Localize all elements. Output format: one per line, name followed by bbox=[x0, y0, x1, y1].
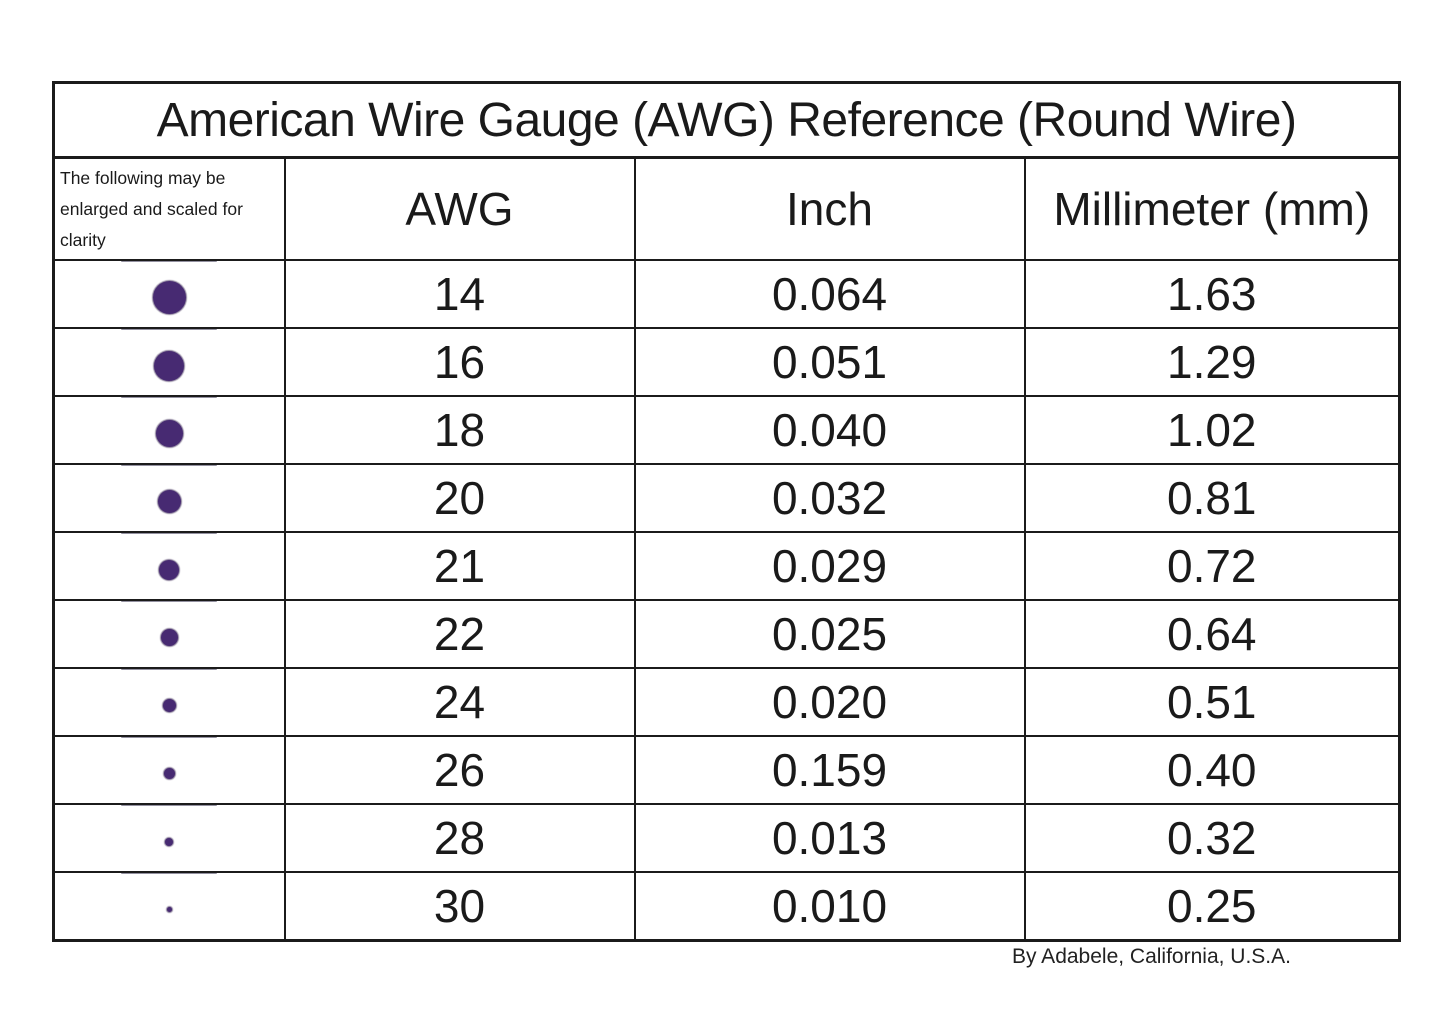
awg-value: 22 bbox=[283, 599, 636, 669]
inch-value: 0.064 bbox=[633, 259, 1026, 329]
awg-value: 24 bbox=[283, 667, 636, 737]
awg-value: 20 bbox=[283, 463, 636, 533]
mm-value: 0.32 bbox=[1023, 803, 1402, 873]
table-row: 14 0.064 1.63 bbox=[52, 259, 1402, 329]
awg-value: 30 bbox=[283, 871, 636, 942]
inch-value: 0.032 bbox=[633, 463, 1026, 533]
wire-dot-cell bbox=[52, 667, 286, 737]
table-row: 24 0.020 0.51 bbox=[52, 667, 1402, 737]
inch-value: 0.040 bbox=[633, 395, 1026, 465]
wire-dot-cell bbox=[52, 395, 286, 465]
wire-dot-cell bbox=[52, 259, 286, 329]
awg-value: 21 bbox=[283, 531, 636, 601]
table-row: 16 0.051 1.29 bbox=[52, 327, 1402, 397]
wire-dot-cell bbox=[52, 531, 286, 601]
wire-dot bbox=[154, 350, 185, 381]
row-separator-highlight bbox=[121, 804, 217, 806]
awg-value: 28 bbox=[283, 803, 636, 873]
wire-dot bbox=[157, 490, 181, 514]
wire-dot bbox=[162, 699, 176, 713]
inch-value: 0.025 bbox=[633, 599, 1026, 669]
title-row: American Wire Gauge (AWG) Reference (Rou… bbox=[51, 81, 1402, 159]
row-separator-highlight bbox=[121, 396, 217, 398]
wire-dot-cell bbox=[52, 803, 286, 873]
column-header-inch: Inch bbox=[633, 156, 1026, 261]
mm-value: 0.64 bbox=[1023, 599, 1402, 669]
column-header-awg: AWG bbox=[283, 156, 636, 261]
credit-line: By Adabele, California, U.S.A. bbox=[1012, 945, 1291, 968]
page-title: American Wire Gauge (AWG) Reference (Rou… bbox=[51, 81, 1402, 159]
wire-dot-cell bbox=[52, 735, 286, 805]
row-separator-highlight bbox=[121, 532, 217, 534]
header-row: The following may be enlarged and scaled… bbox=[52, 156, 1402, 261]
table-row: 30 0.010 0.25 bbox=[52, 871, 1402, 942]
wire-dot-cell bbox=[52, 871, 286, 942]
inch-value: 0.051 bbox=[633, 327, 1026, 397]
inch-value: 0.029 bbox=[633, 531, 1026, 601]
wire-dot bbox=[160, 629, 178, 647]
mm-value: 1.29 bbox=[1023, 327, 1402, 397]
table-row: 22 0.025 0.64 bbox=[52, 599, 1402, 669]
row-separator-highlight bbox=[121, 736, 217, 738]
table-row: 20 0.032 0.81 bbox=[52, 463, 1402, 533]
note-cell: The following may be enlarged and scaled… bbox=[52, 156, 286, 261]
wire-dot bbox=[163, 768, 175, 780]
table-row: 26 0.159 0.40 bbox=[52, 735, 1402, 805]
wire-dot bbox=[159, 559, 180, 580]
inch-value: 0.010 bbox=[633, 871, 1026, 942]
mm-value: 0.51 bbox=[1023, 667, 1402, 737]
mm-value: 1.63 bbox=[1023, 259, 1402, 329]
row-separator-highlight bbox=[121, 328, 217, 330]
table-row: 21 0.029 0.72 bbox=[52, 531, 1402, 601]
wire-dot bbox=[152, 281, 186, 315]
mm-value: 1.02 bbox=[1023, 395, 1402, 465]
wire-dot-cell bbox=[52, 599, 286, 669]
awg-value: 26 bbox=[283, 735, 636, 805]
wire-dot bbox=[155, 420, 183, 448]
awg-reference-table: American Wire Gauge (AWG) Reference (Rou… bbox=[51, 81, 1402, 942]
wire-dot bbox=[166, 907, 172, 913]
wire-dot-cell bbox=[52, 327, 286, 397]
inch-value: 0.159 bbox=[633, 735, 1026, 805]
awg-value: 18 bbox=[283, 395, 636, 465]
row-separator-highlight bbox=[121, 668, 217, 670]
mm-value: 0.40 bbox=[1023, 735, 1402, 805]
wire-dot bbox=[165, 837, 174, 846]
wire-dot-cell bbox=[52, 463, 286, 533]
inch-value: 0.020 bbox=[633, 667, 1026, 737]
column-header-mm: Millimeter (mm) bbox=[1023, 156, 1402, 261]
mm-value: 0.81 bbox=[1023, 463, 1402, 533]
table-row: 28 0.013 0.32 bbox=[52, 803, 1402, 873]
inch-value: 0.013 bbox=[633, 803, 1026, 873]
table-row: 18 0.040 1.02 bbox=[52, 395, 1402, 465]
awg-value: 16 bbox=[283, 327, 636, 397]
row-separator-highlight bbox=[121, 873, 218, 874]
row-separator-highlight bbox=[121, 464, 217, 466]
row-separator-highlight bbox=[121, 600, 217, 602]
row-separator-highlight bbox=[121, 260, 217, 262]
awg-value: 14 bbox=[283, 259, 636, 329]
mm-value: 0.25 bbox=[1023, 871, 1402, 942]
mm-value: 0.72 bbox=[1023, 531, 1402, 601]
